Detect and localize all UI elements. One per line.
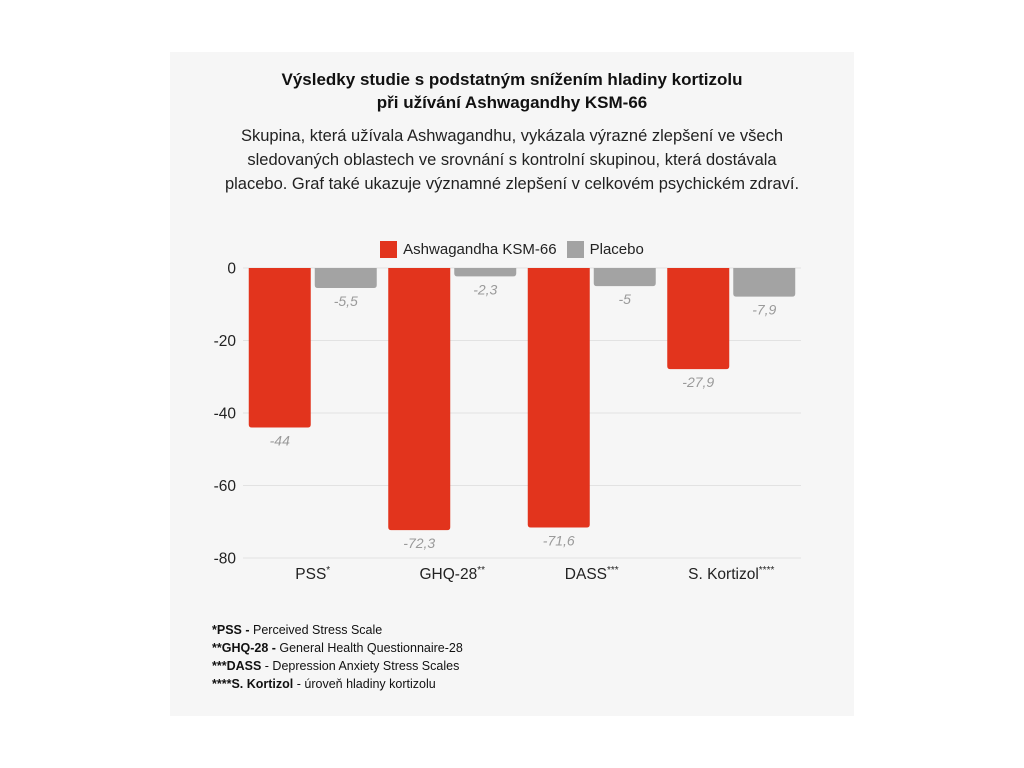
legend-swatch-ashwagandha	[380, 241, 398, 258]
chart-title-line-2: při užívání Ashwagandhy KSM-66	[376, 93, 648, 112]
x-tick-label-3: S. Kortizol****	[688, 565, 774, 583]
x-tick-label-1: GHQ-28**	[419, 565, 485, 583]
bar-ashwagandha-1	[388, 268, 451, 531]
y-tick-label-1: -20	[214, 333, 237, 350]
bar-ashwagandha-2	[527, 268, 590, 528]
data-label-ashwagandha-1: -72,3	[403, 535, 435, 551]
footnotes: *PSS - Perceived Stress Scale **GHQ-28 -…	[212, 621, 463, 693]
y-tick-label-0: 0	[227, 261, 236, 278]
footnote-kortizol-text: - úroveň hladiny kortizolu	[293, 677, 436, 691]
data-label-ashwagandha-3: -27,9	[682, 374, 714, 390]
data-label-ashwagandha-2: -71,6	[543, 533, 575, 549]
data-label-placebo-3: -7,9	[752, 302, 776, 318]
footnote-kortizol: ****S. Kortizol - úroveň hladiny kortizo…	[212, 675, 463, 693]
bar-placebo-1	[454, 268, 517, 277]
legend-label-placebo: Placebo	[589, 241, 644, 258]
bar-placebo-2	[593, 268, 656, 287]
footnote-pss: *PSS - Perceived Stress Scale	[212, 621, 463, 639]
y-tick-label-4: -80	[214, 551, 237, 568]
footnote-pss-term: *PSS -	[212, 623, 250, 637]
chart-description-line-1: Skupina, která užívala Ashwagandhu, vyká…	[240, 127, 784, 145]
bar-ashwagandha-0	[248, 268, 311, 428]
data-label-placebo-1: -2,3	[473, 281, 497, 297]
data-label-placebo-2: -5	[619, 291, 632, 307]
footnote-ghq-term: **GHQ-28 -	[212, 641, 276, 655]
footnote-dass-term: ***DASS	[212, 659, 262, 673]
footnote-pss-text: Perceived Stress Scale	[249, 623, 383, 637]
chart-description-line-2: sledovaných oblastech ve srovnání s kont…	[247, 151, 777, 169]
legend-item-placebo: Placebo	[566, 241, 644, 258]
footnote-ghq: **GHQ-28 - General Health Questionnaire-…	[212, 639, 463, 657]
data-label-placebo-0: -5,5	[334, 293, 358, 309]
footnote-dass: ***DASS - Depression Anxiety Stress Scal…	[212, 657, 463, 675]
legend-label-ashwagandha: Ashwagandha KSM-66	[403, 241, 557, 258]
data-label-ashwagandha-0: -44	[270, 433, 290, 449]
footnote-dass-text: - Depression Anxiety Stress Scales	[261, 659, 460, 673]
y-tick-label-2: -40	[214, 406, 237, 423]
y-tick-label-3: -60	[214, 478, 237, 495]
bar-ashwagandha-3	[667, 268, 730, 370]
bar-placebo-0	[314, 268, 377, 288]
chart-title-line-1: Výsledky studie s podstatným snížením hl…	[281, 70, 743, 89]
legend-item-ashwagandha: Ashwagandha KSM-66	[380, 241, 557, 258]
footnote-ghq-text: General Health Questionnaire-28	[275, 641, 463, 655]
x-tick-label-0: PSS*	[295, 565, 330, 583]
x-tick-label-2: DASS***	[565, 565, 619, 583]
bar-chart: 0 -20 -40 -60 -80 -44 -5,5 PSS* -72,3 -2,3 GHQ-28*…	[214, 261, 801, 583]
chart-description-line-3: placebo. Graf také ukazuje významné zlep…	[224, 175, 800, 193]
footnote-kortizol-term: ****S. Kortizol	[212, 677, 294, 691]
chart-legend: Ashwagandha KSM-66 Placebo	[0, 241, 1024, 258]
legend-swatch-placebo	[566, 241, 584, 258]
bar-placebo-3	[733, 268, 796, 297]
